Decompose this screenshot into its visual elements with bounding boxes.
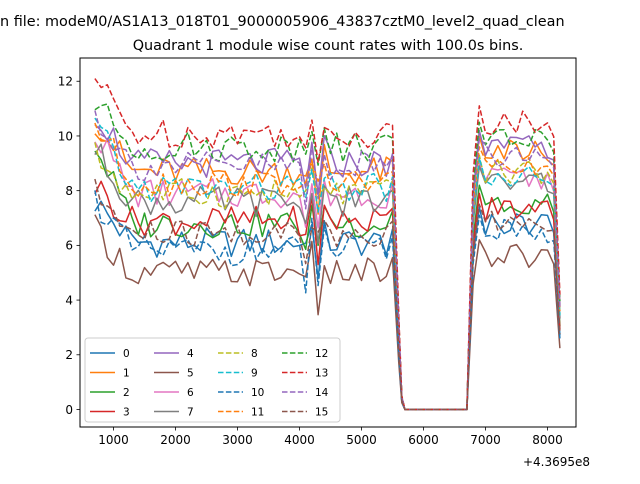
legend-label-6: 6: [187, 387, 194, 399]
legend-label-12: 12: [315, 348, 328, 360]
series-line-10: [94, 190, 561, 411]
series-line-11: [94, 122, 561, 411]
legend-label-0: 0: [123, 348, 130, 360]
series-line-8: [94, 142, 561, 411]
y-tick-label: 0: [65, 403, 73, 417]
legend-label-7: 7: [187, 406, 194, 418]
legend-label-5: 5: [187, 367, 194, 379]
series-line-3: [94, 180, 561, 411]
series-line-0: [94, 200, 561, 411]
legend-label-3: 3: [123, 406, 130, 418]
figure-suptitle: n file: modeM0/AS1A13_018T01_9000005906_…: [0, 14, 565, 30]
y-axis: 0 2 4 6 8 10 12: [58, 75, 80, 417]
series-line-13: [94, 78, 561, 411]
x-tick-label: 1000: [98, 433, 129, 447]
axes-frame: [79, 57, 577, 428]
legend-label-2: 2: [123, 387, 130, 399]
legend-label-9: 9: [251, 367, 258, 379]
legend-label-13: 13: [315, 367, 328, 379]
x-tick-label: 8000: [532, 433, 563, 447]
x-tick-label: 6000: [408, 433, 439, 447]
legend-frame: [84, 337, 341, 423]
x-tick-label: 5000: [346, 433, 377, 447]
legend-label-15: 15: [315, 406, 328, 418]
series-line-5: [94, 214, 561, 411]
x-tick-label: 2000: [160, 433, 191, 447]
legend-label-11: 11: [251, 406, 264, 418]
x-axis: 1000 2000 3000 4000 5000 6000 7000 8000: [98, 427, 563, 447]
chart-title: Quadrant 1 module wise count rates with …: [133, 38, 524, 54]
y-tick-label: 12: [58, 75, 73, 89]
series-line-12: [94, 103, 561, 411]
x-tick-label: 4000: [284, 433, 315, 447]
y-tick-label: 4: [65, 293, 73, 307]
y-tick-label: 6: [65, 239, 73, 253]
plot-series: [94, 78, 561, 411]
x-tick-label: 7000: [470, 433, 501, 447]
series-line-15: [94, 178, 561, 411]
legend-label-14: 14: [315, 387, 329, 399]
y-tick-label: 2: [65, 348, 73, 362]
legend-label-1: 1: [123, 367, 130, 379]
series-line-9: [94, 117, 561, 411]
legend-label-8: 8: [251, 348, 258, 360]
series-line-7: [94, 143, 561, 411]
legend-label-10: 10: [251, 387, 264, 399]
y-tick-label: 10: [58, 129, 73, 143]
legend-label-4: 4: [187, 348, 194, 360]
series-line-4: [94, 124, 561, 411]
x-tick-label: 3000: [222, 433, 253, 447]
y-tick-label: 8: [65, 184, 73, 198]
x-offset-label: +4.3695e8: [523, 455, 590, 469]
series-line-14: [94, 110, 561, 411]
